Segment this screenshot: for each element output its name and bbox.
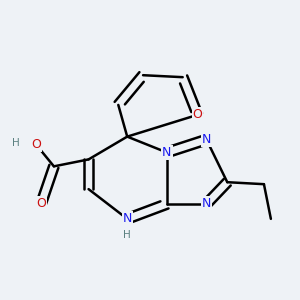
Text: O: O (36, 197, 46, 211)
Text: O: O (193, 108, 202, 121)
Text: H: H (12, 138, 20, 148)
Text: N: N (202, 197, 211, 211)
Text: H: H (123, 230, 131, 240)
Text: N: N (162, 146, 172, 159)
Text: N: N (122, 212, 132, 225)
Text: O: O (31, 138, 41, 151)
Text: N: N (202, 133, 211, 146)
